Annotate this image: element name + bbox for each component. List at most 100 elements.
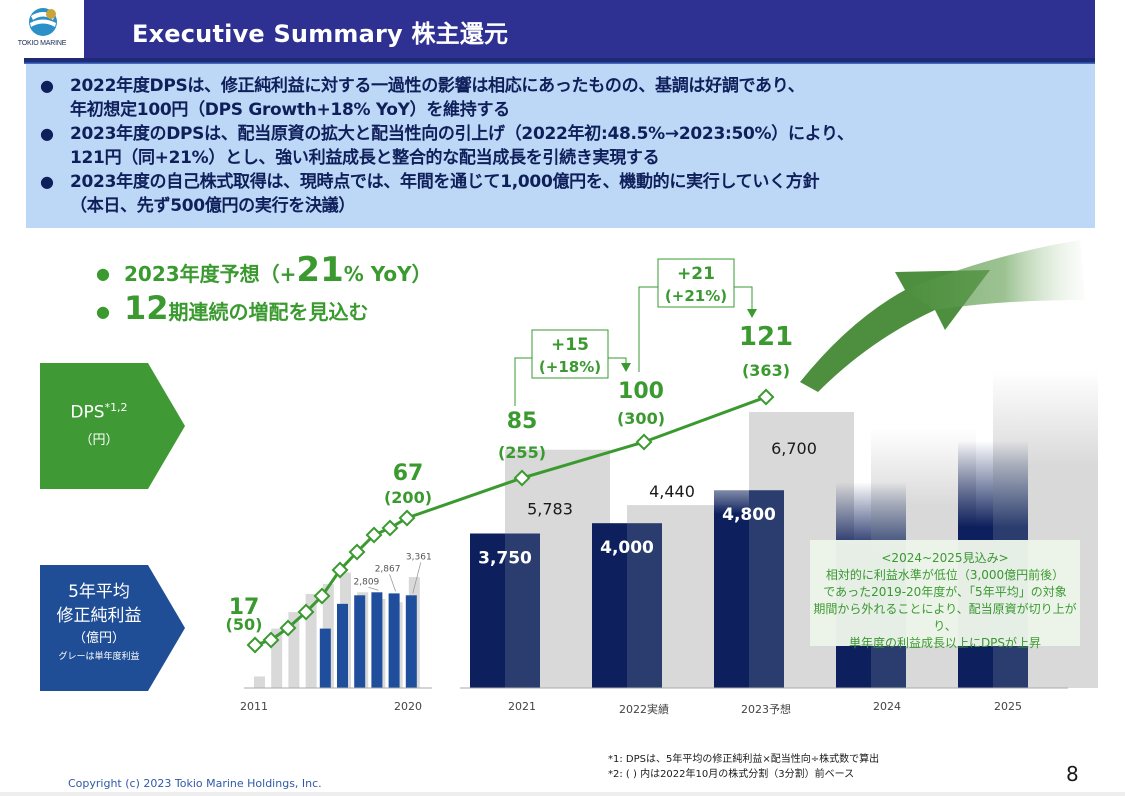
leader-line xyxy=(389,574,396,592)
dps-pre-split-label: (50) xyxy=(226,615,263,634)
highlight-text: 期連続の増配を見込む xyxy=(168,300,369,324)
bullet-icon: ● xyxy=(40,76,54,95)
dps-marker xyxy=(757,388,775,406)
profit-legend-line2: 修正純利益 xyxy=(56,606,142,626)
chevron-shape-icon xyxy=(40,565,185,691)
dps-value-label: 67 xyxy=(393,461,424,486)
profit-legend-note: グレーは単年度利益 xyxy=(58,652,140,662)
dps-marker xyxy=(348,543,366,561)
title-bar: Executive Summary 株主還元 xyxy=(84,0,1095,58)
annotation-connector xyxy=(734,286,753,310)
five-year-avg-bar xyxy=(470,533,505,688)
five-year-avg-bar xyxy=(319,628,331,688)
five-year-avg-bar xyxy=(405,595,417,688)
x-tick-label: 2020 xyxy=(394,700,422,713)
dps-marker xyxy=(279,619,297,637)
growth-annotation-pct: (+18%) xyxy=(539,358,601,376)
note-line: 期間から外れることにより、配当原資が切り上がり、 xyxy=(813,602,1077,633)
bar-value-label: 3,750 xyxy=(478,549,532,569)
logo-text: TOKIO MARINE xyxy=(17,40,67,47)
leader-line xyxy=(368,586,379,591)
highlight-yoy: ● 2023年度予想（+21% YoY） xyxy=(96,252,432,290)
page-title: Executive Summary 株主還元 xyxy=(132,20,509,48)
tokio-marine-logo-icon xyxy=(29,8,57,36)
title-underline xyxy=(24,58,1095,64)
bullet-icon: ● xyxy=(40,172,54,191)
footnote-1: *1: DPSは、5年平均の修正純利益×配当性向÷株式数で算出 xyxy=(608,754,880,765)
highlight-number: 21 xyxy=(296,250,344,290)
copyright: Copyright (c) 2023 Tokio Marine Holdings… xyxy=(68,777,322,790)
dps-value-label: 85 xyxy=(507,409,538,434)
x-tick-label: 2025 xyxy=(994,700,1022,713)
annotation-connector xyxy=(608,357,627,364)
summary-line: 2022年度DPSは、修正純利益に対する一過性の影響は相応にあったものの、基調は… xyxy=(70,76,805,96)
single-year-profit-bar xyxy=(305,593,317,688)
note-line: であった2019-20年度が、「5年平均」の対象 xyxy=(823,585,1067,599)
dps-marker xyxy=(262,631,280,649)
five-year-avg-bar-overlap xyxy=(749,490,784,688)
growth-annotation-value: +21 xyxy=(677,264,715,284)
dps-marker xyxy=(246,636,264,654)
dps-pre-split-label: (255) xyxy=(498,443,546,462)
dps-marker xyxy=(331,561,349,579)
annotation-connector xyxy=(514,357,532,406)
summary-item: ● 2023年度のDPSは、配当原資の拡大と配当性向の引上げ（2022年初:48… xyxy=(36,122,1086,170)
summary-line: （本日、先ず500億円の実行を決議） xyxy=(70,196,356,216)
bar-value-label: 3,361 xyxy=(406,552,432,562)
summary-item: ● 2023年度の自己株式取得は、現時点では、年間を通じて1,000億円を、機動… xyxy=(36,170,1086,218)
note-title: <2024~2025見込み> xyxy=(881,551,1009,565)
highlight-text: % YoY） xyxy=(343,262,432,286)
dps-legend-label: DPS xyxy=(70,402,105,423)
summary-line: 年初想定100円（DPS Growth+18% YoY）を維持する xyxy=(70,100,510,120)
bullet-icon: ● xyxy=(96,264,110,283)
bullet-icon: ● xyxy=(40,124,54,143)
summary-line: 2023年度の自己株式取得は、現時点では、年間を通じて1,000億円を、機動的に… xyxy=(70,172,820,192)
dps-pre-split-label: (300) xyxy=(617,409,665,428)
x-tick-label: 2023予想 xyxy=(741,702,791,716)
five-year-avg-bar xyxy=(371,592,383,688)
summary-item: ● 2022年度DPSは、修正純利益に対する一過性の影響は相応にあったものの、基… xyxy=(36,74,1086,122)
page-number: 8 xyxy=(1066,762,1079,786)
leader-line xyxy=(412,562,422,594)
growth-arrow-trail xyxy=(905,240,1085,310)
summary-list: ● 2022年度DPSは、修正純利益に対する一過性の影響は相応にあったものの、基… xyxy=(36,74,1086,218)
five-year-avg-bar-overlap xyxy=(627,523,662,688)
summary-box: ● 2022年度DPSは、修正純利益に対する一過性の影響は相応にあったものの、基… xyxy=(26,64,1095,228)
dps-marker xyxy=(313,587,331,605)
dps-highlights: ● 2023年度予想（+21% YoY） ● 12期連続の増配を見込む xyxy=(96,252,432,328)
dps-value-label: 17 xyxy=(229,595,260,620)
annotation-connector xyxy=(638,286,658,372)
growth-annotation-pct: (+21%) xyxy=(665,287,727,305)
growth-annotation-box xyxy=(657,258,735,308)
x-tick-label: 2021 xyxy=(508,700,536,713)
footnotes: *1: DPSは、5年平均の修正純利益×配当性向÷株式数で算出 *2: ( ) … xyxy=(608,752,879,782)
x-tick-label: 2022実績 xyxy=(619,702,669,716)
x-tick-label: 2011 xyxy=(240,700,268,713)
arrow-down-icon xyxy=(747,309,757,318)
dps-marker xyxy=(297,603,315,621)
bullet-icon: ● xyxy=(96,302,110,321)
highlight-text: 2023年度予想（+ xyxy=(124,262,297,286)
dps-marker xyxy=(398,509,416,527)
chevron-shape-icon xyxy=(40,363,185,489)
dps-value-label: 121 xyxy=(739,322,793,352)
dps-value-label: 100 xyxy=(618,379,664,404)
bottom-strip xyxy=(0,792,1125,796)
dps-marker xyxy=(381,519,399,537)
growth-annotation-box xyxy=(531,329,609,379)
bar-value-label: 6,700 xyxy=(771,439,817,458)
bar-value-label: 5,783 xyxy=(527,500,573,519)
single-year-profit-bar xyxy=(254,676,265,688)
five-year-avg-bar xyxy=(354,595,366,688)
five-year-avg-bar-overlap xyxy=(505,533,540,688)
growth-annotation-value: +15 xyxy=(551,335,589,355)
summary-line: 2023年度のDPSは、配当原資の拡大と配当性向の引上げ（2022年初:48.5… xyxy=(70,124,854,144)
profit-legend-unit: （億円） xyxy=(72,631,125,646)
summary-line: 121円（同+21%）とし、強い利益成長と整合的な配当成長を引続き実現する xyxy=(70,148,660,168)
dps-marker xyxy=(513,469,531,487)
five-year-avg-bar xyxy=(714,490,749,688)
dps-legend-unit: （円） xyxy=(79,433,119,448)
five-year-avg-bar xyxy=(592,523,627,688)
dps-legend-arrow: DPS*1,2 （円） xyxy=(40,363,185,489)
note-line: 相対的に利益水準が低位（3,000億円前後） xyxy=(825,568,1065,582)
